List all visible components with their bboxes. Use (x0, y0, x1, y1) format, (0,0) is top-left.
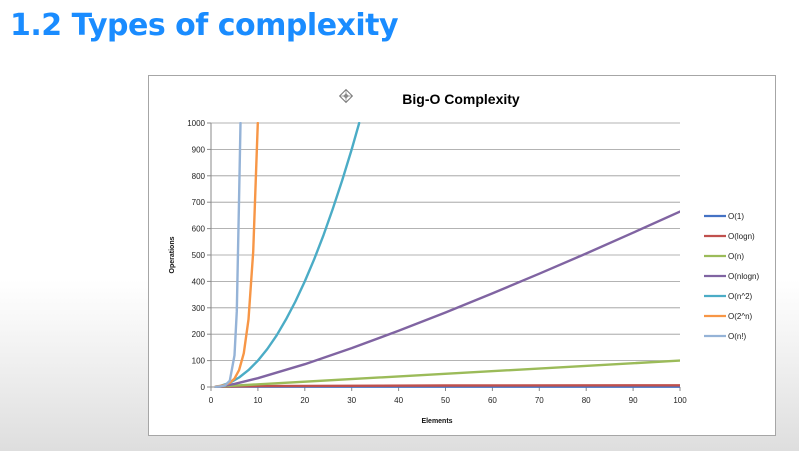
y-tick-label: 500 (192, 251, 206, 260)
legend-label-o-n-2: O(n^2) (728, 292, 753, 301)
x-tick-label: 0 (209, 396, 214, 405)
series-lines (214, 122, 680, 388)
y-tick-label: 200 (192, 330, 206, 339)
legend-label-o-n: O(n) (728, 252, 744, 261)
x-tick-label: 90 (629, 396, 638, 405)
x-axis-label: Elements (421, 418, 452, 425)
x-tick-label: 10 (253, 396, 262, 405)
x-tick-label: 70 (535, 396, 544, 405)
y-tick-label: 900 (192, 145, 206, 154)
y-tick-label: 600 (192, 225, 206, 234)
chart-title: Big-O Complexity (402, 91, 520, 107)
x-tick-label: 30 (347, 396, 356, 405)
gridlines (211, 122, 680, 362)
x-tick-label: 100 (673, 396, 687, 405)
axes (207, 122, 681, 391)
legend-label-o-nlogn: O(nlogn) (728, 272, 759, 281)
y-tick-label: 0 (201, 383, 206, 392)
y-tick-label: 1000 (187, 119, 205, 128)
big-o-chart: Big-O Complexity 01002003004005006007008… (169, 88, 759, 425)
y-axis-label: Operations (169, 236, 176, 273)
legend-label-o-1: O(1) (728, 212, 744, 221)
move-handle-icon[interactable] (338, 88, 354, 104)
x-tick-label: 40 (394, 396, 403, 405)
series-line-o-n-2 (214, 122, 361, 388)
series-line-o-n (214, 122, 242, 388)
y-tick-label: 100 (192, 357, 206, 366)
legend: O(1) O(logn) O(n) O(nlogn) O(n^2) O(2^n) O(n!) (704, 212, 759, 341)
slide-title: 1.2 Types of complexity (10, 8, 399, 43)
tick-labels: 0 100 200 300 400 500 600 700 800 900 1000 0 10 20 30 4… (187, 119, 687, 405)
y-tick-label: 300 (192, 304, 206, 313)
x-tick-label: 80 (582, 396, 591, 405)
x-tick-label: 20 (300, 396, 309, 405)
series-line-o-nlogn (214, 210, 680, 388)
legend-label-o-2-n: O(2^n) (728, 312, 753, 321)
x-tick-label: 60 (488, 396, 497, 405)
legend-label-o-logn: O(logn) (728, 232, 755, 241)
x-tick-label: 50 (441, 396, 450, 405)
y-tick-label: 400 (192, 277, 206, 286)
legend-label-o-n: O(n!) (728, 332, 747, 341)
series-line-o-n (214, 359, 680, 388)
chart-frame: Big-O Complexity 0 100 200 300 400 500 600 700 8… (148, 75, 776, 436)
y-tick-label: 700 (192, 198, 206, 207)
y-tick-label: 800 (192, 172, 206, 181)
